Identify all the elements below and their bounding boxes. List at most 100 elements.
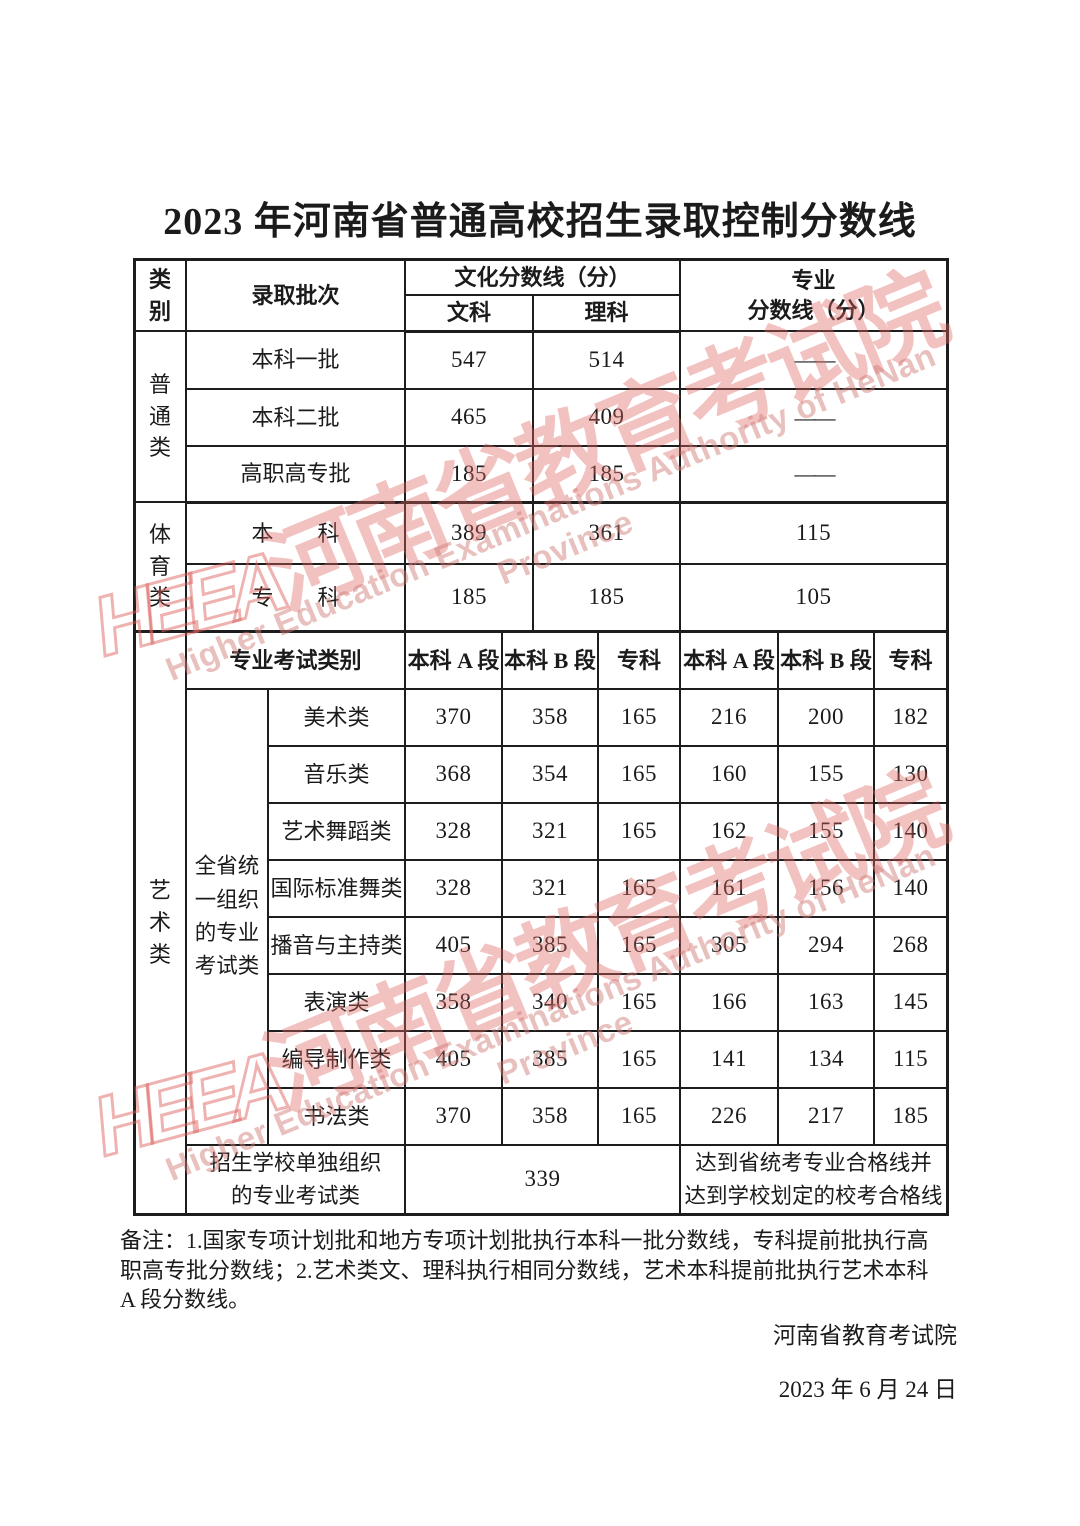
table-row: 国际标准舞类 328 321 165 161 156 140 [136,859,948,918]
score-cell: 165 [597,1030,682,1089]
row-label: 播音与主持类 [266,916,407,975]
table-row: 本科二批 465 409 —— [136,388,948,447]
school-exam-label: 招生学校单独组织 的专业考试类 [184,1144,407,1214]
score-table: 类 别 录取批次 文化分数线（分） 专业 分数线（分） 文科 理科 普 通 类 … [133,258,949,1216]
art-group-label: 全省统 一组织 的专业 考试类 [185,688,269,1146]
table-row: 高职高专批 185 185 —— [136,445,948,504]
table-row: 编导制作类 405 385 165 141 134 115 [136,1030,948,1089]
score-cell: 161 [679,859,780,918]
score-cell: 105 [679,563,948,631]
score-cell: 409 [531,388,682,447]
score-cell: 165 [597,688,682,747]
score-cell: 268 [873,916,948,975]
table-row: 体 育 类 本 科 389 361 115 [135,501,948,631]
score-cell: 385 [501,1030,600,1089]
score-cell: 370 [404,688,504,747]
score-cell: 294 [777,916,876,975]
score-cell: 321 [501,802,600,861]
score-cell: 514 [531,330,682,390]
col-header-culture-score: 文化分数线（分） [403,260,682,296]
school-exam-major-requirement: 达到省统考专业合格线并 达到学校划定的校考合格线 [679,1144,948,1214]
row-label: 艺术舞蹈类 [266,802,407,861]
score-cell: 185 [531,445,682,504]
score-cell-empty: —— [679,330,948,390]
score-cell: 368 [404,745,504,804]
col-header-science: 理科 [531,294,682,333]
score-cell: 370 [404,1087,504,1146]
score-cell: 305 [679,916,780,975]
col-header-culture-zhuanke: 专科 [597,632,682,690]
row-label: 美术类 [266,688,407,747]
table-row: 音乐类 368 354 165 160 155 130 [136,745,948,804]
row-label: 本 科 [185,501,406,565]
score-cell: 165 [597,916,682,975]
signature-text: 河南省教育考试院 [773,1323,957,1348]
score-cell: 216 [679,688,780,747]
col-header-culture-benke-b: 本科 B 段 [501,632,600,690]
score-cell: 200 [777,688,876,747]
score-cell: 328 [404,802,504,861]
score-cell: 321 [501,859,600,918]
score-cell: 166 [679,973,780,1032]
table-row: 表演类 358 340 165 166 163 145 [136,973,948,1032]
notes-text: 备注：1.国家专项计划批和地方专项计划批执行本科一批分数线，专科提前批执行高 职… [120,1228,929,1312]
category-label-sports: 体 育 类 [135,501,187,631]
score-cell: 145 [873,973,948,1032]
score-cell: 358 [501,1087,600,1146]
row-label: 国际标准舞类 [266,859,407,918]
score-cell: 162 [679,802,780,861]
score-cell: 340 [501,973,600,1032]
score-cell: 547 [404,330,534,390]
section-divider [136,630,946,633]
score-cell: 385 [501,916,600,975]
table-row: 全省统 一组织 的专业 考试类 美术类 370 358 165 216 200 … [136,688,948,1146]
art-header-row: 艺 术 类 专业考试类别 本科 A 段 本科 B 段 专科 本科 A 段 本科 … [135,632,948,1214]
score-cell: 115 [873,1030,948,1089]
score-cell: 185 [404,563,534,631]
category-label-general: 普 通 类 [135,330,187,503]
col-header-batch: 录取批次 [185,260,406,332]
score-cell-empty: —— [679,445,948,504]
date-text: 2023 年 6 月 24 日 [778,1377,957,1402]
score-cell: 185 [531,563,682,631]
category-label-art: 艺 术 类 [135,632,187,1214]
score-cell: 465 [404,388,534,447]
score-cell: 140 [873,859,948,918]
score-cell: 361 [531,501,682,565]
table-row: 普 通 类 本科一批 547 514 —— [135,330,948,503]
col-header-major-benke-b: 本科 B 段 [777,632,876,690]
score-cell: 140 [873,802,948,861]
score-cell: 358 [501,688,600,747]
score-cell: 165 [597,802,682,861]
score-cell: 156 [777,859,876,918]
col-header-category: 类 别 [135,260,187,332]
col-header-exam-type: 专业考试类别 [184,632,407,690]
score-cell: 165 [597,973,682,1032]
row-label: 本科一批 [185,330,406,390]
col-header-major-zhuanke: 专科 [873,632,948,690]
table-row: 书法类 370 358 165 226 217 185 [136,1087,948,1146]
score-cell-empty: —— [679,388,948,447]
score-cell: 182 [873,688,948,747]
score-cell: 160 [679,745,780,804]
row-label: 高职高专批 [185,445,406,504]
score-cell: 405 [404,916,504,975]
score-cell: 217 [777,1087,876,1146]
table-row: 播音与主持类 405 385 165 305 294 268 [136,916,948,975]
score-cell: 134 [777,1030,876,1089]
row-label: 表演类 [266,973,407,1032]
score-table-art: 艺 术 类 专业考试类别 本科 A 段 本科 B 段 专科 本科 A 段 本科 … [135,632,948,1214]
score-table-main: 类 别 录取批次 文化分数线（分） 专业 分数线（分） 文科 理科 普 通 类 … [135,260,948,631]
score-cell: 155 [777,745,876,804]
score-cell: 358 [404,973,504,1032]
score-cell: 115 [679,501,948,565]
score-cell: 165 [597,1087,682,1146]
col-header-major-score: 专业 分数线（分） [679,260,948,332]
score-cell: 354 [501,745,600,804]
row-label: 专 科 [185,563,406,631]
col-header-major-benke-a: 本科 A 段 [679,632,780,690]
col-header-liberal-arts: 文科 [404,294,534,333]
score-cell: 405 [404,1030,504,1089]
score-cell: 185 [404,445,534,504]
score-cell: 185 [873,1087,948,1146]
